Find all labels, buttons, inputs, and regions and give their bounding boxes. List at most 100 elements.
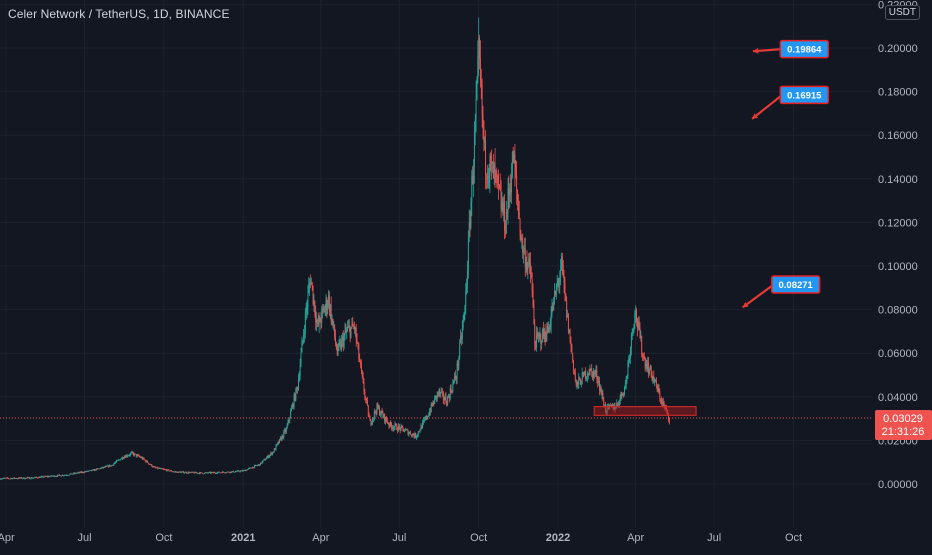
candle-body	[461, 336, 462, 339]
candle-body	[520, 219, 521, 236]
candle-body	[365, 397, 366, 399]
candle-body	[111, 465, 112, 466]
candle-body	[630, 348, 631, 358]
annotation-label[interactable]: 0.16915	[780, 86, 828, 103]
candle-body	[311, 283, 312, 285]
candle-body	[535, 345, 536, 348]
candle-body	[623, 394, 624, 395]
candle-body	[588, 374, 589, 375]
candle-body	[637, 322, 638, 328]
candle-body	[429, 411, 430, 415]
candle-body	[424, 419, 425, 420]
candle-body	[115, 462, 116, 463]
annotation-arrow[interactable]	[743, 285, 774, 308]
candle-body	[602, 393, 603, 400]
candle-body	[100, 468, 101, 469]
candle-body	[134, 454, 135, 456]
candle-body	[104, 467, 105, 468]
candle-body	[380, 414, 381, 415]
candle-body	[28, 477, 29, 478]
candle-body	[659, 388, 660, 392]
y-axis[interactable]: 0.000000.020000.040000.060000.080000.100…	[875, 0, 932, 491]
candle-body	[40, 477, 41, 478]
candle-body	[376, 412, 377, 413]
candle-body	[369, 416, 370, 417]
candle-body	[148, 463, 149, 464]
candle-body	[118, 460, 119, 461]
candle-body	[248, 468, 249, 469]
y-tick-label: 0.18000	[878, 87, 918, 99]
candle-body	[495, 164, 496, 171]
candle-body	[201, 472, 202, 473]
candle-body	[368, 405, 369, 415]
candle-body	[506, 212, 507, 233]
candle-body	[251, 468, 252, 469]
candle-body	[556, 286, 557, 295]
candle-body	[513, 152, 514, 163]
candle-body	[382, 411, 383, 414]
candle-body	[409, 432, 410, 433]
candle-body	[194, 472, 195, 473]
candle-body	[119, 460, 120, 461]
candle-body	[294, 395, 295, 407]
candle-body	[242, 470, 243, 471]
candle-body	[525, 248, 526, 268]
candle-body	[270, 453, 271, 455]
y-tick-label: 0.20000	[878, 43, 918, 55]
candle-body	[314, 301, 315, 304]
candle-body	[301, 352, 302, 364]
candle-body	[474, 131, 475, 167]
candle-body	[218, 472, 219, 473]
candle-body	[50, 476, 51, 477]
candle-body	[406, 430, 407, 431]
candle-body	[37, 477, 38, 478]
candle-body	[403, 429, 404, 432]
candle-body	[293, 404, 294, 407]
candle-body	[563, 265, 564, 277]
candle-body	[81, 472, 82, 473]
candle-body	[252, 467, 253, 468]
candle-body	[76, 473, 77, 474]
candle-body	[552, 307, 553, 310]
candle-body	[262, 462, 263, 464]
support-zone-rectangle[interactable]	[594, 407, 696, 416]
candle-body	[257, 465, 258, 466]
annotation-label[interactable]: 0.19864	[780, 41, 828, 58]
candle-body	[511, 177, 512, 192]
x-tick-label: Jul	[392, 532, 406, 544]
candle-body	[185, 472, 186, 473]
drawings[interactable]: 0.19864 0.16915 0.08271	[0, 41, 872, 418]
candle-body	[143, 458, 144, 459]
candle-body	[137, 455, 138, 456]
candle-body	[149, 464, 150, 465]
candle-body	[168, 470, 169, 471]
candle-body	[66, 475, 67, 476]
annotation-label[interactable]: 0.08271	[772, 276, 820, 293]
candle-body	[207, 473, 208, 474]
candle-body	[346, 330, 347, 332]
candle-body	[545, 330, 546, 339]
candle-body	[206, 472, 207, 473]
candle-body	[386, 417, 387, 421]
candle-body	[387, 421, 388, 423]
candle-body	[385, 417, 386, 421]
candle-body	[184, 473, 185, 474]
annotation-arrow[interactable]	[752, 95, 782, 119]
candle-body	[244, 470, 245, 471]
candle-body	[125, 455, 126, 457]
candle-body	[466, 285, 467, 292]
candle-body	[543, 329, 544, 337]
candle-body	[189, 472, 190, 473]
candle-body	[203, 474, 204, 475]
candle-body	[351, 322, 352, 327]
candle-body	[187, 473, 188, 474]
candle-body	[526, 261, 527, 267]
currency-badge[interactable]: USDT	[885, 5, 920, 20]
candle-body	[122, 458, 123, 459]
candle-body	[226, 473, 227, 474]
candle-body	[320, 322, 321, 323]
